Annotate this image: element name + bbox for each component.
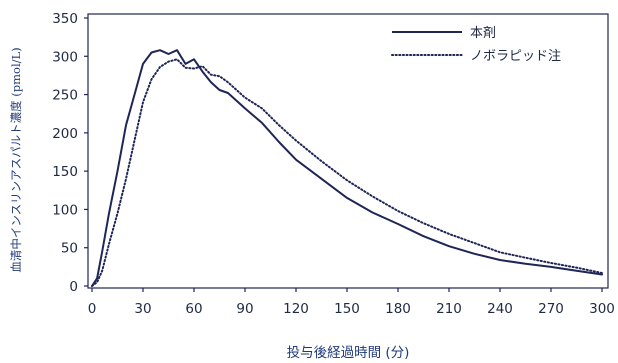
x-tick-label: 270 [538, 301, 564, 317]
y-tick-label: 200 [52, 126, 78, 142]
x-tick-label: 300 [589, 301, 615, 317]
legend-label-2: ノボラピッド注 [470, 49, 561, 64]
x-tick-label: 210 [436, 301, 462, 317]
x-tick-label: 240 [487, 301, 513, 317]
x-axis: 0 30 60 90 120 150 180 210 240 270 300 [88, 288, 615, 317]
series-line-2 [91, 58, 603, 287]
y-tick-label: 300 [52, 49, 78, 65]
x-tick-label: 0 [88, 301, 97, 317]
x-tick-label: 120 [283, 301, 309, 317]
y-tick-label: 50 [61, 241, 78, 257]
x-tick-label: 60 [185, 301, 202, 317]
y-tick-label: 250 [52, 88, 78, 104]
y-tick-label: 0 [69, 279, 78, 295]
y-tick-label: 100 [52, 202, 78, 218]
x-tick-label: 150 [334, 301, 360, 317]
x-axis-title: 投与後経過時間 (分) [287, 345, 410, 361]
series-layer [91, 49, 603, 287]
legend-label-1: 本剤 [470, 25, 496, 41]
plot-frame [87, 13, 609, 289]
y-tick-label: 150 [52, 164, 78, 180]
y-axis: 0 50 100 150 200 250 300 350 [52, 11, 88, 295]
y-axis-title: 血清中インスリンアスパルト濃度 (pmol/L) [9, 47, 23, 272]
x-tick-label: 90 [236, 301, 253, 317]
x-tick-label: 30 [134, 301, 151, 317]
y-tick-label: 350 [52, 11, 78, 27]
series-line-1 [91, 49, 603, 287]
x-tick-label: 180 [385, 301, 411, 317]
